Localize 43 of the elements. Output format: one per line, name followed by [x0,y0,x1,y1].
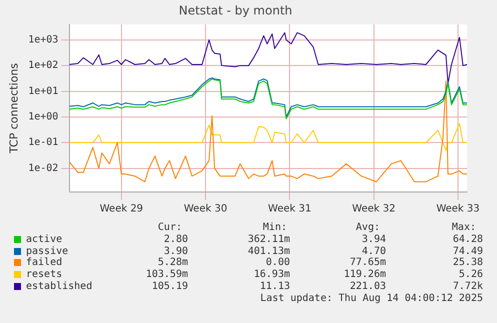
y-tick-label: 1e-01 [28,137,58,148]
text: 0.00 [266,257,290,270]
text: 103.59m [146,269,188,282]
text: Avg: [356,222,380,234]
text: 5.26 [458,269,483,281]
y-axis-title: TCP connections [7,62,20,154]
legend-label: passive [26,246,68,257]
text: 105.19 [152,281,188,293]
text: 16.93m [254,269,290,282]
text: 74.49 [452,246,483,258]
text: 362.11m [248,234,290,246]
text: Max: [452,222,476,234]
text: 4.70 [362,246,386,258]
text: 5.28m [158,257,188,270]
y-tick-label: 1e-02 [28,162,58,174]
text: 11.13 [260,281,290,293]
text: 25.38 [452,257,483,270]
text: 401.13m [248,246,290,258]
legend-label: active [26,234,62,246]
x-tick-label: Week 33 [436,204,480,215]
y-tick-label: 1e+03 [28,34,58,46]
text: 3.94 [362,234,386,246]
text: 64.28 [452,234,483,246]
y-tick-label: 1e+00 [28,112,58,123]
text: 3.90 [164,246,188,258]
text: 119.26m [344,269,386,282]
text: 221.03 [350,281,386,293]
legend-label: failed [26,257,62,270]
y-tick-label: 1e+02 [28,60,58,72]
text: 2.80 [164,234,188,246]
legend-label: resets [26,269,62,281]
text: 77.65m [350,257,386,270]
text: Cur: [158,222,182,234]
text: Last update: Thu Aug 14 04:00:12 2025 [260,292,483,305]
chart-title: Netstat - by month [178,3,292,18]
text: Min: [262,222,287,234]
x-tick-label: Week 31 [268,204,312,215]
y-tick-label: 1e+01 [28,86,58,97]
text: 7.72k [452,281,483,293]
x-tick-label: Week 30 [184,204,228,215]
x-tick-label: Week 29 [100,204,144,215]
x-tick-label: Week 32 [352,204,396,215]
legend-label: established [26,281,92,293]
